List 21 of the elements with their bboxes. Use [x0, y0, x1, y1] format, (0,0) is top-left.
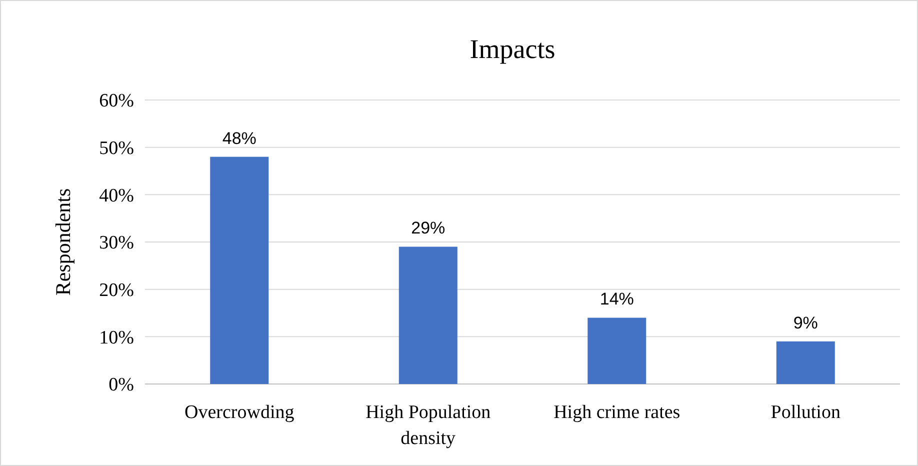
data-label: 29%	[411, 218, 446, 238]
y-tick-label: 0%	[108, 374, 134, 396]
y-tick-label: 10%	[99, 327, 134, 348]
x-tick-label: Pollution	[770, 402, 841, 423]
bar	[776, 341, 835, 384]
x-tick-label: High Population density	[366, 402, 492, 449]
y-axis-title: Respondents	[51, 188, 75, 296]
y-tick-label: 50%	[99, 138, 134, 159]
data-label: 14%	[600, 290, 634, 309]
y-tick-label: 40%	[99, 185, 134, 206]
data-label: 48%	[222, 128, 256, 148]
y-tick-label: 20%	[99, 280, 134, 301]
chart-title: Impacts	[470, 34, 556, 64]
bar	[398, 246, 458, 384]
x-tick-label: Overcrowding	[184, 402, 295, 423]
bar	[210, 156, 269, 384]
bar	[588, 318, 646, 384]
y-tick-label: 60%	[99, 90, 134, 112]
x-tick-label: High crime rates	[554, 402, 680, 423]
y-tick-label: 30%	[99, 232, 134, 254]
data-label: 9%	[793, 313, 818, 332]
